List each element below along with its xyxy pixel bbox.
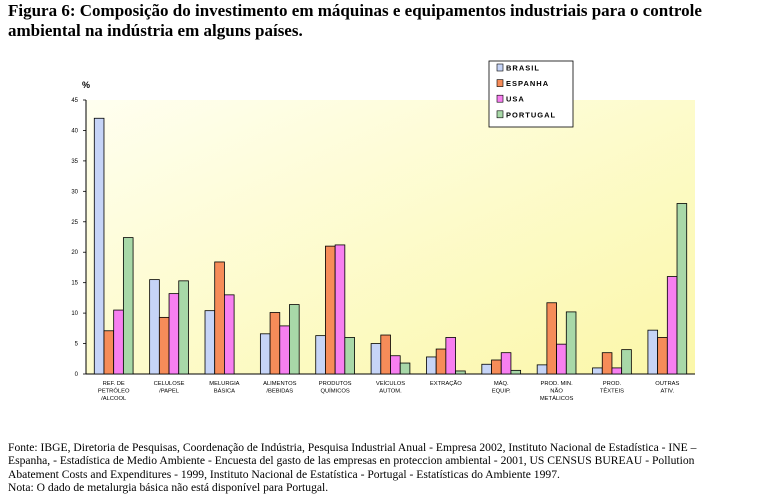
x-category-label: ATIV. — [661, 389, 675, 395]
y-tick-label: 20 — [71, 250, 78, 256]
legend-swatch-usa — [496, 94, 504, 103]
y-tick-label: 10 — [71, 311, 78, 317]
bar-espanha — [657, 337, 668, 375]
legend-label-usa: USA — [506, 95, 525, 104]
x-category-label: CELULOSE — [154, 381, 185, 387]
bar-portugal — [399, 362, 411, 375]
x-category-label: PROD. MIN. — [540, 381, 573, 387]
bar-espanha — [103, 330, 115, 375]
bar-brasil — [93, 117, 105, 375]
y-tick-label: 25 — [71, 220, 78, 226]
y-tick-label: 15 — [71, 281, 78, 287]
legend-label-portugal: PORTUGAL — [506, 110, 556, 119]
y-tick-label: 5 — [75, 342, 79, 348]
x-category-label: EQUIP. — [492, 389, 511, 395]
bar-usa — [390, 355, 401, 375]
bar-chart: 0 5 10 15 20 25 30 35 40 45% REF. DEPETRÓLEO/ALCO… — [71, 60, 695, 402]
x-category-label: REF. DE — [103, 381, 125, 387]
bar-espanha — [269, 312, 281, 375]
bar-brasil — [481, 363, 492, 375]
bar-espanha — [491, 359, 502, 375]
bar-usa — [611, 367, 623, 375]
source-line-3: Abatement Costs and Expenditures - 1999,… — [8, 467, 560, 481]
source-note: Nota: O dado de metalurgia básica não es… — [8, 480, 329, 494]
bar-usa — [279, 325, 290, 375]
x-category-label: AUTOM. — [379, 389, 402, 395]
y-tick-label: 0 — [75, 372, 79, 378]
legend-label-brasil: BRASIL — [506, 64, 540, 73]
x-category-label: NÃO — [550, 388, 563, 395]
legend-swatch-brasil — [496, 63, 504, 72]
bar-portugal — [344, 337, 355, 375]
bar-portugal — [510, 369, 522, 375]
bar-usa — [500, 352, 512, 375]
bar-usa — [666, 276, 678, 375]
bar-espanha — [158, 316, 170, 375]
bar-portugal — [455, 370, 466, 375]
x-category-label: PETRÓLEO — [98, 388, 130, 395]
bar-brasil — [536, 364, 548, 375]
x-category-label: EXTRAÇÃO — [430, 380, 462, 387]
x-category-label: MÁQ. — [494, 380, 509, 387]
bar-espanha — [601, 352, 613, 375]
bar-usa — [168, 293, 180, 375]
bar-usa — [334, 244, 346, 375]
bar-portugal — [289, 304, 300, 375]
legend-label-espanha: ESPANHA — [506, 79, 549, 88]
bar-brasil — [149, 279, 160, 375]
bar-brasil — [315, 335, 326, 375]
bar-brasil — [647, 329, 659, 375]
y-tick-label: 30 — [71, 189, 78, 195]
y-tick-label: 45 — [71, 98, 78, 104]
x-category-label: /BEBIDAS — [266, 389, 293, 395]
y-tick-label: 35 — [71, 159, 78, 165]
x-category-label: /PAPEL — [159, 389, 180, 395]
x-category-label: ALIMENTOS — [263, 381, 297, 387]
bar-portugal — [676, 203, 688, 375]
bar-espanha — [435, 348, 447, 375]
bar-brasil — [259, 333, 271, 375]
bar-brasil — [370, 343, 382, 375]
bar-portugal — [565, 311, 577, 375]
bar-usa — [445, 337, 456, 375]
bar-portugal — [621, 349, 632, 375]
x-category-label: MELURGIA — [209, 381, 239, 387]
bar-espanha — [546, 302, 557, 375]
legend-swatch-espanha — [496, 79, 504, 87]
y-axis-label: % — [82, 80, 90, 90]
bar-brasil — [426, 356, 437, 375]
x-category-label: OUTRAS — [655, 381, 679, 387]
bar-usa — [113, 309, 124, 375]
y-tick-label: 40 — [71, 128, 78, 134]
x-category-label: METÁLICOS — [540, 395, 574, 402]
source-line-1: Fonte: IBGE, Diretoria de Pesquisas, Coo… — [8, 441, 697, 454]
source-footer: Fonte: IBGE, Diretoria de Pesquisas, Coo… — [8, 441, 760, 494]
legend-swatch-portugal — [496, 110, 504, 119]
bar-brasil — [204, 310, 216, 375]
bar-espanha — [214, 261, 225, 375]
x-category-label: QUÍMICOS — [320, 388, 349, 395]
x-category-label: PROD. — [603, 381, 622, 387]
bar-espanha — [325, 245, 336, 375]
source-line-2: Espanha, - Estadística de Medio Ambiente… — [8, 454, 695, 468]
bar-usa — [224, 294, 235, 375]
x-category-label: /ALCOOL — [101, 396, 127, 402]
bar-portugal — [122, 237, 134, 375]
x-category-label: TÊXTEIS — [600, 387, 624, 395]
bar-brasil — [592, 367, 603, 375]
bar-usa — [556, 343, 567, 375]
x-category-label: VEÍCULOS — [376, 380, 405, 387]
bar-portugal — [178, 280, 189, 375]
x-category-label: BÁSICA — [214, 388, 235, 395]
figure-title: Figura 6: Composição do investimento em … — [8, 1, 702, 40]
bar-espanha — [380, 334, 391, 375]
x-category-label: PRODUTOS — [319, 381, 352, 387]
